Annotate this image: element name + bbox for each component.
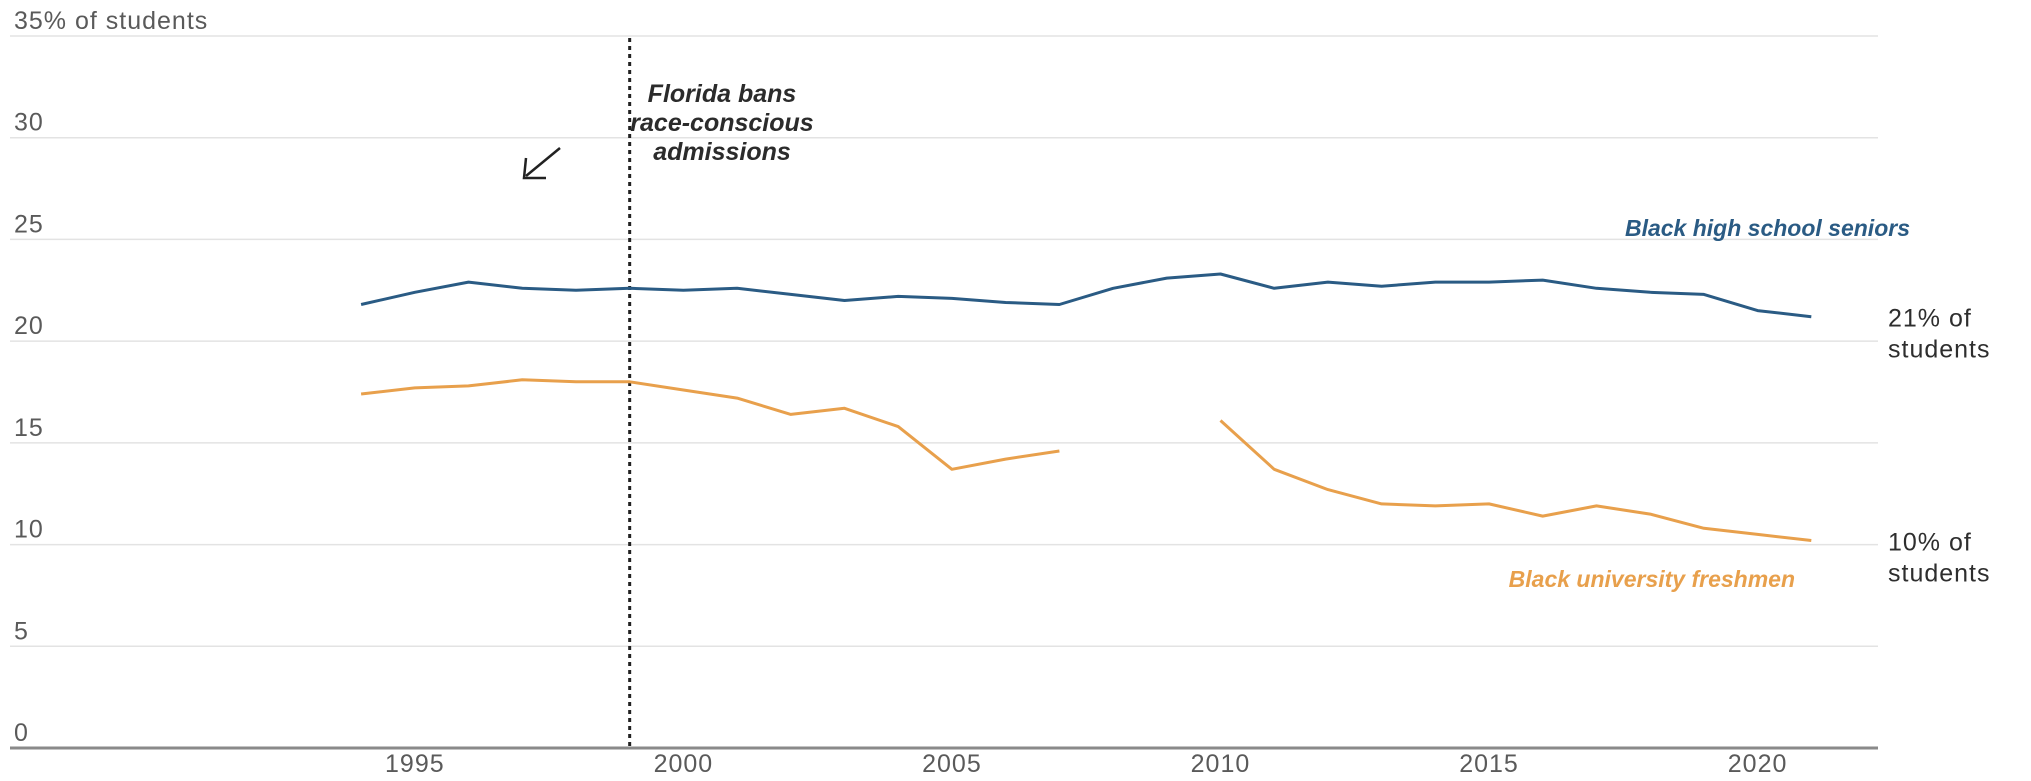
x-tick-label: 2020: [1728, 750, 1788, 778]
x-tick-label: 1995: [385, 750, 445, 778]
annotation-arrow-icon: [522, 147, 561, 180]
series-end-label: students: [1888, 560, 1991, 588]
series-lines: [360, 272, 1812, 542]
y-tick-label: 25: [14, 210, 44, 238]
y-tick-label: 5: [14, 617, 29, 645]
y-tick-label: 0: [14, 719, 29, 747]
y-tick-label: 10: [14, 516, 44, 544]
series-line: [360, 378, 1060, 471]
series-end-label: 21% of: [1888, 305, 1972, 333]
series-line: [360, 272, 1812, 319]
series-end-label: 10% of: [1888, 529, 1972, 557]
x-tick-label: 2015: [1459, 750, 1519, 778]
x-tick-labels: 1995 2000 2005 2010 2015 2020: [385, 750, 1788, 778]
y-tick-label: 15: [14, 414, 44, 442]
annotation-text: race-conscious: [630, 109, 814, 137]
x-tick-label: 2005: [922, 750, 982, 778]
y-tick-label: 35% of students: [14, 7, 208, 35]
x-tick-label: 2000: [654, 750, 714, 778]
y-tick-label: 30: [14, 109, 44, 137]
series-name-label: Black high school seniors: [1625, 215, 1910, 241]
x-tick-label: 2010: [1191, 750, 1251, 778]
annotation-text: admissions: [653, 138, 791, 166]
series-name-label: Black university freshmen: [1509, 566, 1795, 592]
y-tick-labels: 35% of students 30 25 20 15 10 5 0: [14, 7, 208, 747]
annotation-text: Florida bans: [648, 80, 797, 108]
series-end-label: students: [1888, 336, 1991, 364]
series-line: [1219, 419, 1812, 542]
y-tick-label: 20: [14, 312, 44, 340]
gridlines: [10, 35, 1878, 648]
series-labels: Black high school seniors 21% of students B…: [1509, 215, 1991, 592]
